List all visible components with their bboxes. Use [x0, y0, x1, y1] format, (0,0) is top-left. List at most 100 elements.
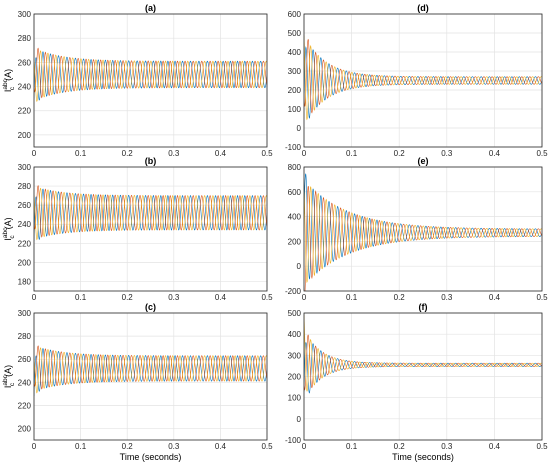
axes-frame	[33, 13, 268, 148]
x-tick-label: 0.1	[346, 149, 358, 158]
y-tick-label: 200	[288, 373, 302, 382]
series-line-phase_b	[34, 47, 267, 99]
y-tick-label: 200	[18, 424, 32, 433]
x-tick-label: 0.4	[215, 442, 227, 451]
y-tick-label: 180	[18, 277, 32, 286]
series-group	[34, 47, 267, 103]
y-tick-label: 100	[288, 394, 302, 403]
panel-3: 0 0.1 0.2 0.3 0.4 0.5 180 200 220 240 260 280 300 (b)…	[2, 156, 273, 302]
x-tick-label: 0.3	[168, 442, 180, 451]
y-tick-label: 600	[288, 188, 302, 197]
axes-frame	[303, 166, 543, 292]
y-tick-label: 200	[18, 258, 32, 267]
y-tick-label: 200	[18, 131, 32, 140]
y-tick-label: 400	[288, 48, 302, 57]
series-line-phase_b	[34, 185, 267, 238]
x-tick-label: 0.4	[489, 293, 501, 302]
y-tick-label: 0	[297, 262, 302, 271]
x-tick-label: 0.5	[261, 149, 273, 158]
panel-title: (c)	[145, 302, 156, 312]
x-tick-label: 0.3	[168, 149, 180, 158]
series-group	[34, 185, 267, 242]
x-tick-label: 0.2	[394, 293, 406, 302]
series-group	[304, 314, 542, 394]
series-line-phase_c	[304, 314, 542, 392]
x-tick-label: 0.4	[489, 149, 501, 158]
x-tick-label: 0.2	[394, 442, 406, 451]
panel-title: (b)	[145, 156, 157, 166]
y-tick-label: -100	[285, 436, 302, 445]
y-tick-label: 200	[288, 86, 302, 95]
y-axis-label: Iabcc(A)	[2, 365, 16, 388]
y-tick-label: 500	[288, 29, 302, 38]
x-tick-label: 0	[302, 442, 307, 451]
y-tick-label: 300	[288, 67, 302, 76]
y-tick-label: 100	[288, 105, 302, 114]
y-tick-label: 280	[18, 182, 32, 191]
y-tick-label: -100	[285, 143, 302, 152]
axes-frame	[303, 312, 543, 441]
x-tick-label: 0.3	[168, 293, 180, 302]
y-tick-label: 200	[288, 237, 302, 246]
x-tick-label: 0.3	[441, 442, 453, 451]
y-tick-label: 280	[18, 34, 32, 43]
y-axis-label: Iabcc(A)	[2, 69, 16, 92]
x-tick-label: 0.4	[215, 293, 227, 302]
plot-area	[304, 167, 542, 291]
y-tick-label: 400	[288, 330, 302, 339]
panel-title: (f)	[419, 302, 428, 312]
x-tick-label: 0.2	[394, 149, 406, 158]
panel-1: 0 0.1 0.2 0.3 0.4 0.5 200 220 240 260 280 300 (a) Iab…	[2, 3, 273, 158]
y-tick-label: 300	[18, 163, 32, 172]
series-group	[34, 345, 267, 397]
series-line-phase_c	[34, 50, 267, 103]
x-tick-label: 0.2	[122, 149, 134, 158]
x-tick-label: 0.1	[75, 442, 87, 451]
axes-frame	[33, 312, 268, 441]
x-tick-label: 0.5	[261, 442, 273, 451]
axes-frame	[303, 13, 543, 148]
y-tick-label: 260	[18, 58, 32, 67]
x-tick-label: 0.5	[536, 442, 548, 451]
x-tick-label: 0	[32, 442, 37, 451]
x-tick-label: 0.4	[215, 149, 227, 158]
x-tick-label: 0.4	[489, 442, 501, 451]
y-tick-label: -200	[285, 287, 302, 296]
y-tick-label: 0	[297, 415, 302, 424]
y-tick-label: 500	[288, 309, 302, 318]
panel-title: (a)	[145, 3, 156, 13]
x-axis-label: Time (seconds)	[392, 452, 454, 462]
y-tick-label: 300	[288, 351, 302, 360]
axes-frame	[33, 166, 268, 292]
x-tick-label: 0.3	[441, 149, 453, 158]
series-group	[304, 173, 542, 291]
y-tick-label: 240	[18, 220, 32, 229]
y-tick-label: 240	[18, 378, 32, 387]
y-axis-label: Iabcc(A)	[2, 217, 16, 240]
series-line-phase_c	[304, 35, 542, 121]
series-line-phase_b	[304, 334, 542, 391]
y-tick-label: 260	[18, 355, 32, 364]
series-line-phase_b	[304, 185, 542, 291]
y-tick-label: 800	[288, 163, 302, 172]
x-tick-label: 0	[32, 293, 37, 302]
x-tick-label: 0.2	[122, 442, 134, 451]
x-tick-label: 0.5	[261, 293, 273, 302]
series-line-phase_c	[34, 187, 267, 241]
y-tick-label: 240	[18, 83, 32, 92]
x-tick-label: 0.5	[536, 149, 548, 158]
y-tick-label: 0	[297, 124, 302, 133]
y-tick-label: 400	[288, 213, 302, 222]
y-tick-label: 220	[18, 239, 32, 248]
x-tick-label: 0.5	[536, 293, 548, 302]
panel-2: 0 0.1 0.2 0.3 0.4 0.5-1000100200300400500600(…	[285, 3, 548, 158]
panel-6: 0 0.1 0.2 0.3 0.4 0.5-1000100200300400500(f)T…	[285, 302, 548, 462]
panel-5: 0 0.1 0.2 0.3 0.4 0.5 200 220 240 260 280 300 (c) Iab…	[2, 302, 273, 462]
y-tick-label: 300	[18, 309, 32, 318]
x-tick-label: 0.1	[346, 442, 358, 451]
y-tick-label: 300	[18, 10, 32, 19]
x-tick-label: 0.3	[441, 293, 453, 302]
y-tick-label: 600	[288, 10, 302, 19]
